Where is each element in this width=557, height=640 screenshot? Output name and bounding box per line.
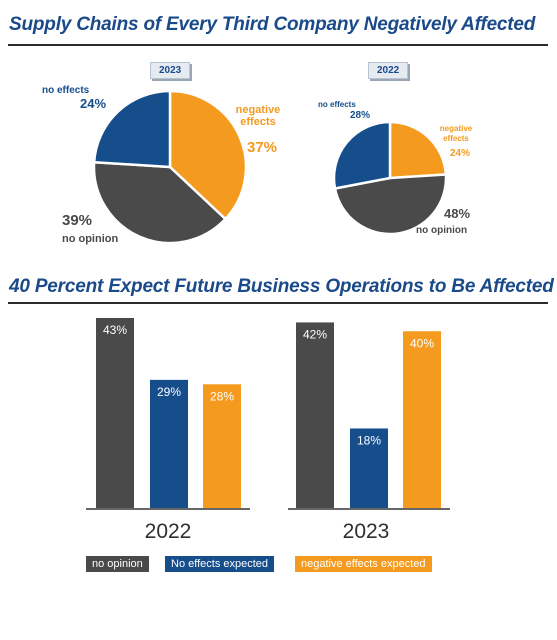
- pie-2023-year-tag: 2023: [150, 62, 191, 79]
- bar-2023-no-effects-expected: [350, 428, 388, 508]
- pie-2023-slice-no-opinion: [92, 160, 228, 245]
- pie-2023-value-negative-effects: 37%: [247, 139, 277, 156]
- pie-2022-value-no-effects: 28%: [350, 110, 370, 121]
- bar-section-rule: [8, 302, 548, 304]
- bar-value-label-2023-0: 42%: [303, 327, 327, 341]
- legend-negative-effects: negative effects expected: [295, 556, 432, 572]
- pie-2022-slice-no-opinion: [333, 173, 448, 236]
- pie-section-rule: [8, 44, 548, 46]
- bar-2022-no-effects-expected: [150, 379, 188, 508]
- bar-value-label-2022-2: 28%: [210, 389, 234, 403]
- bar-value-label-2023-1: 18%: [357, 433, 381, 447]
- bar-value-label-2022-0: 43%: [103, 323, 127, 337]
- pie-2023-slice-no-effects: [92, 89, 172, 169]
- pie-2023-label-negative-effects: effects: [240, 116, 275, 128]
- pie-2022-label-negative-effects: effects: [443, 134, 469, 143]
- bar-section-title: 40 Percent Expect Future Business Operat…: [9, 276, 554, 297]
- category-label-2023: 2023: [343, 520, 390, 543]
- category-label-2022: 2022: [145, 520, 192, 543]
- bar-2023-negative-effects-expected: [403, 331, 441, 508]
- pie-2023-slice-negative-effects: [168, 89, 248, 221]
- pie-2022-label-negative-effects: negative: [440, 124, 473, 133]
- legend-no-opinion: no opinion: [86, 556, 149, 572]
- pie-2022-value-negative-effects: 24%: [450, 148, 470, 159]
- legend-no-effects: No effects expected: [165, 556, 275, 572]
- bar-value-label-2023-2: 40%: [410, 336, 434, 350]
- pie-2023-value-no-effects: 24%: [80, 96, 106, 111]
- pie-2022-year-tag: 2022: [368, 62, 409, 79]
- pie-2023-value-no-opinion: 39%: [62, 212, 92, 229]
- pie-2023-label-no-effects: no effects: [42, 85, 90, 96]
- bar-value-label-2022-1: 29%: [157, 385, 181, 399]
- pie-2022-label-no-effects: no effects: [318, 100, 356, 109]
- pie-section-title: Supply Chains of Every Third Company Neg…: [9, 14, 536, 35]
- bar-2022-no-opinion: [96, 318, 134, 508]
- pie-2023-label-no-opinion: no opinion: [62, 233, 118, 245]
- bar-2022-negative-effects-expected: [203, 384, 241, 508]
- pie-2022-value-no-opinion: 48%: [444, 206, 470, 221]
- pie-2022-slice-no-effects: [332, 120, 392, 190]
- pie-2022-slice-negative-effects: [388, 120, 448, 180]
- pie-2023-label-negative-effects: negative: [236, 104, 281, 116]
- pie-2022-label-no-opinion: no opinion: [416, 225, 467, 236]
- bar-2023-no-opinion: [296, 322, 334, 508]
